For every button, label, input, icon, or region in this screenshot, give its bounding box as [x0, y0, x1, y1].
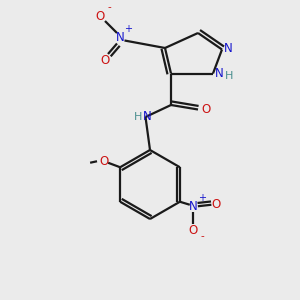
Text: O: O	[96, 10, 105, 23]
Text: O: O	[202, 103, 211, 116]
Text: +: +	[124, 24, 132, 34]
Text: -: -	[200, 231, 204, 241]
Text: N: N	[116, 31, 124, 44]
Text: N: N	[142, 110, 152, 124]
Text: O: O	[189, 224, 198, 237]
Text: N: N	[189, 200, 198, 213]
Text: O: O	[100, 53, 109, 67]
Text: N: N	[224, 41, 233, 55]
Text: N: N	[215, 67, 224, 80]
Text: O: O	[211, 198, 220, 211]
Text: H: H	[225, 71, 234, 81]
Text: H: H	[134, 112, 142, 122]
Text: +: +	[198, 193, 206, 203]
Text: O: O	[99, 155, 108, 168]
Text: -: -	[108, 2, 111, 13]
